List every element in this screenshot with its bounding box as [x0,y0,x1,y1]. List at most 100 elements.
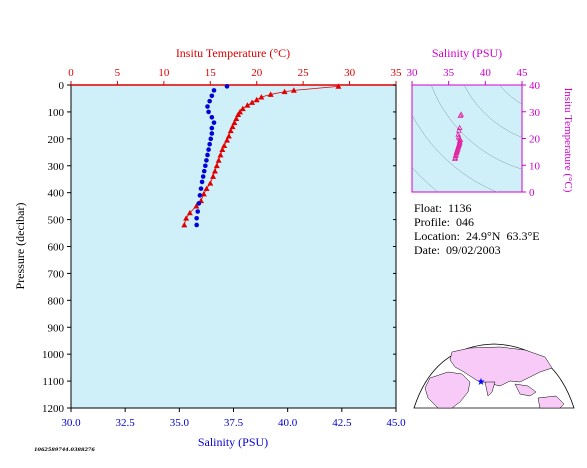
temperature-point [267,91,274,97]
ts-salinity-tick-label: 40 [480,67,492,79]
temperature-axis-label: Insitu Temperature (°C) [176,46,290,60]
temperature-point [233,115,240,122]
ts-temperature-tick-label: 40 [529,80,541,92]
timestamp-stamp: 1062589744.0388276 [34,447,95,453]
salinity-point [206,109,211,115]
salinity-point [209,93,215,99]
temperature-tick-label: 25 [298,67,310,79]
salinity-tick-label: 45.0 [386,417,406,429]
ts-temperature-tick-label: 30 [529,107,541,119]
location-text: Location: 24.9°N 63.3°E [414,229,540,243]
ts-temperature-tick-label: 20 [529,134,541,146]
salinity-point [204,158,209,163]
salinity-point [198,186,204,191]
temperature-point [183,215,190,221]
salinity-point [208,136,214,142]
salinity-point [203,163,208,169]
salinity-tick-label: 35.0 [170,417,190,429]
temperature-point [210,173,217,179]
float-location-marker: ★ [477,377,486,388]
temperature-point [224,137,230,143]
map-land-india [484,381,496,397]
profile-number-text: Profile: 046 [414,215,474,229]
temperature-point [281,88,288,95]
temperature-point [225,133,232,139]
temperature-point [193,203,200,209]
temperature-point [221,142,228,148]
salinity-tick-label: 32.5 [116,417,136,429]
salinity-point [206,147,211,152]
temperature-point [253,96,260,103]
ts-salinity-axis-label: Salinity (PSU) [432,46,502,60]
ts-point [456,127,462,133]
salinity-point [211,88,217,93]
world-map-inset: ★ [413,343,575,409]
temperature-point [215,157,222,163]
pressure-tick-label: 200 [48,134,65,146]
ts-salinity-tick-label: 30 [407,67,419,79]
temperature-point [235,111,242,118]
salinity-point [209,115,215,120]
salinity-tick-label: 37.5 [224,417,244,429]
salinity-point [195,209,201,214]
temperature-point [207,180,214,186]
pressure-axis-label: Pressure (decibar) [13,203,27,290]
profile-plot: 0 5 10 15 20 25 30 35 30.0 32.5 35.0 37.5 40.0 42.5 45… [13,46,406,449]
temperature-point [290,87,297,93]
salinity-point [207,141,212,147]
temperature-point [239,105,246,112]
salinity-point [199,179,205,185]
temperature-point [249,99,256,105]
salinity-point [200,174,206,179]
salinity-point [209,131,215,136]
pressure-tick-label: 400 [48,188,65,200]
ts-temperature-tick-label: 0 [529,187,535,199]
temperature-point [229,123,236,130]
temperature-tick-label: 35 [391,67,403,79]
ts-temperature-axis-label: Insitu Temperature (°C) [562,88,574,193]
temperature-point [203,185,210,192]
pressure-tick-label: 900 [48,322,65,334]
pressure-tick-label: 500 [48,215,65,227]
salinity-point [196,201,202,206]
temperature-point [335,83,342,89]
temperature-tick-label: 5 [115,67,121,79]
salinity-axis-label: Salinity (PSU) [198,435,268,449]
salinity-point [209,125,215,131]
pressure-tick-label: 1000 [42,349,65,361]
float-id-text: Float: 1136 [414,201,472,215]
temperature-point [258,94,265,100]
map-land-australia [537,395,565,409]
temperature-point [244,102,251,108]
temperature-point [213,162,220,169]
pressure-tick-label: 1200 [42,403,65,415]
salinity-tick-label: 42.5 [332,417,352,429]
temperature-point [219,146,226,152]
temperature-tick-label: 10 [158,67,170,79]
temperature-point [186,209,193,216]
temperature-point [217,151,224,158]
pressure-tick-label: 800 [48,295,65,307]
salinity-point [194,222,199,228]
profile-plot-background [70,84,397,409]
salinity-tick-label: 30.0 [61,417,81,429]
temperature-point [181,221,188,228]
salinity-point [207,98,212,104]
date-text: Date: 09/02/2003 [414,243,501,257]
temperature-tick-label: 15 [205,67,217,79]
salinity-point [211,120,217,125]
temperature-tick-label: 0 [68,67,74,79]
salinity-point [205,104,210,109]
salinity-point [197,193,203,198]
ts-salinity-tick-label: 35 [443,67,455,79]
pressure-tick-label: 1100 [42,376,64,388]
temperature-point [200,191,207,197]
salinity-point [194,215,199,221]
pressure-tick-label: 600 [48,242,65,254]
map-land-africa [424,371,471,409]
salinity-point [205,152,210,158]
temperature-tick-label: 20 [251,67,263,79]
ts-temperature-tick-label: 10 [529,160,541,172]
